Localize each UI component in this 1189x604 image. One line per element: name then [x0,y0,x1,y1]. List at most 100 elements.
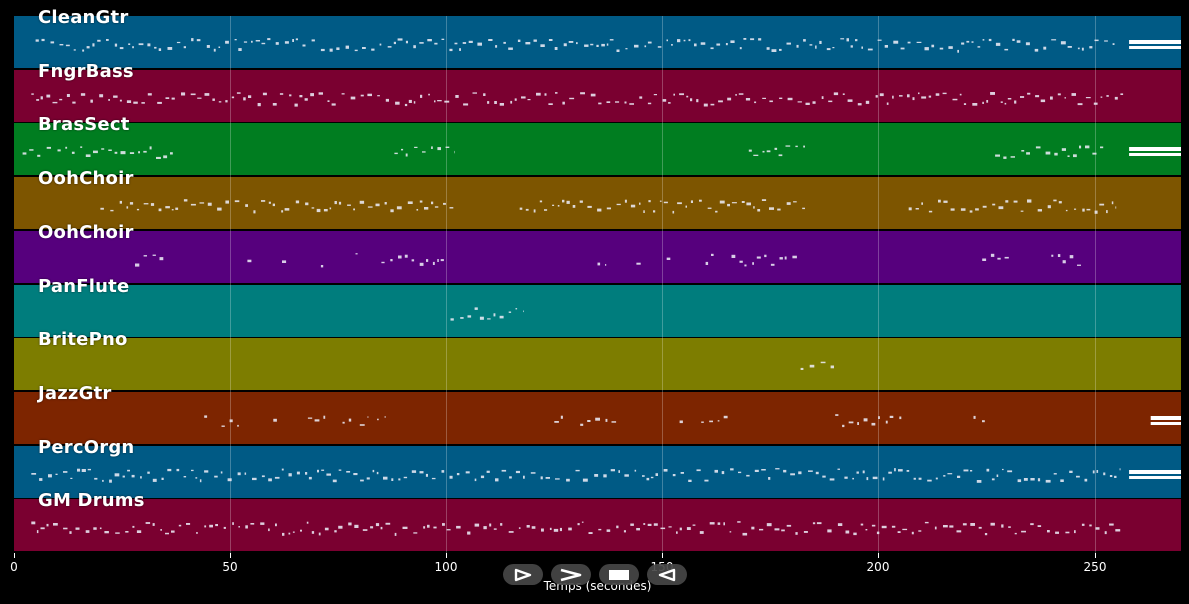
note [1077,103,1083,106]
note [1060,479,1064,482]
note [580,423,584,426]
note [774,528,780,531]
note [467,531,471,535]
note [721,471,725,475]
note [483,93,486,96]
note [1081,523,1085,526]
note [90,99,93,103]
note [218,46,221,48]
note [354,49,358,52]
note [360,94,364,97]
note [1004,102,1007,105]
note [725,43,728,46]
note [40,527,45,530]
note [634,44,639,48]
note [1058,201,1062,204]
note [630,523,634,526]
note [426,259,429,262]
note [31,473,37,475]
note [1100,146,1104,149]
note [912,97,915,101]
note [990,522,995,526]
note [889,415,894,418]
note [236,92,241,94]
note [85,154,91,157]
note [924,47,929,51]
note [783,469,787,473]
play-reverse-button[interactable] [503,564,543,585]
note [508,531,514,533]
note [331,103,336,106]
note [865,529,868,531]
stop-button[interactable] [599,564,639,585]
note [345,45,349,49]
note [629,103,634,105]
note [126,100,132,103]
note [581,521,584,523]
note [754,469,759,472]
note [147,93,152,96]
note [86,46,90,49]
note [311,39,315,42]
note [676,531,678,534]
note [963,103,967,105]
sustained-note [1129,40,1181,44]
note [487,101,490,104]
note [624,474,629,477]
fast-forward-button[interactable] [551,564,591,585]
note [580,92,585,95]
note [225,100,228,103]
note [1076,475,1080,478]
note [248,95,252,98]
note [81,469,86,472]
note [149,146,152,150]
note [218,101,222,103]
note [36,530,39,534]
note [102,479,104,482]
note [71,151,75,154]
tick-mark [1095,553,1096,558]
note [1079,145,1082,149]
note [977,46,981,48]
note [686,527,691,530]
note [594,474,599,477]
note [391,478,394,481]
note [826,48,831,51]
note [962,523,967,526]
note [704,479,709,482]
tick-label: 250 [1083,560,1107,574]
note [766,150,771,153]
note [1023,478,1028,481]
note [647,102,652,105]
note [576,42,578,45]
note [579,200,583,203]
note [1103,472,1106,476]
track-notes [800,361,834,370]
note [907,41,911,44]
note [553,528,559,532]
note [1050,96,1053,100]
note [582,478,588,482]
note [221,425,225,427]
note [133,101,138,104]
track-name: BritePno [38,329,128,350]
note [1089,524,1092,527]
note [176,468,180,472]
rewind-button[interactable] [647,564,687,585]
note [272,203,275,207]
note [191,469,194,472]
note [777,208,781,211]
note [273,418,277,422]
note [855,39,858,42]
note [730,40,735,43]
sustained-note [1129,147,1181,151]
note [288,532,291,535]
note [741,201,745,203]
note [688,39,691,42]
note [99,527,102,530]
note [377,418,379,421]
note [295,200,300,204]
note [1077,264,1081,266]
note [383,476,388,480]
note [500,523,503,526]
